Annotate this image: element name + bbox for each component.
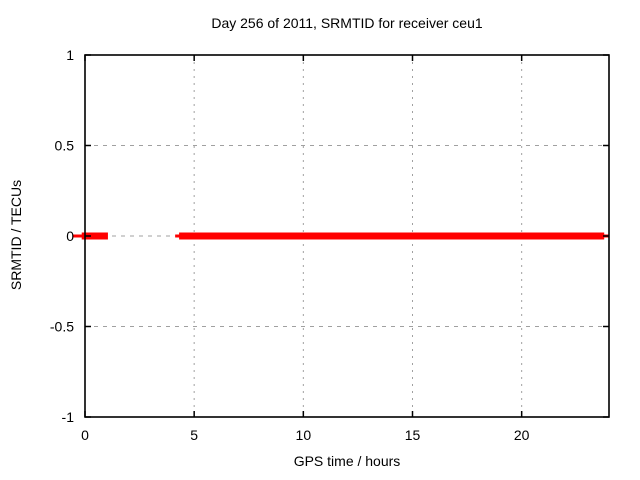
y-axis-label: SRMTID / TECUs <box>8 179 24 291</box>
y-tick-label: 1 <box>66 47 74 63</box>
data-segment <box>72 234 83 238</box>
x-tick-label: 15 <box>405 427 421 443</box>
x-axis-label: GPS time / hours <box>293 453 401 469</box>
data-segment <box>175 234 180 238</box>
x-tick-label: 0 <box>81 427 89 443</box>
x-tick-label: 5 <box>190 427 198 443</box>
x-tick-label: 10 <box>296 427 312 443</box>
data-segment <box>81 232 108 240</box>
y-tick-label: 0 <box>66 228 74 244</box>
y-tick-label: 0.5 <box>55 138 75 154</box>
y-tick-label: -0.5 <box>50 319 74 335</box>
x-tick-label: 20 <box>514 427 530 443</box>
y-tick-label: -1 <box>62 409 75 425</box>
data-segment <box>179 232 605 240</box>
chart-title: Day 256 of 2011, SRMTID for receiver ceu… <box>211 15 483 31</box>
